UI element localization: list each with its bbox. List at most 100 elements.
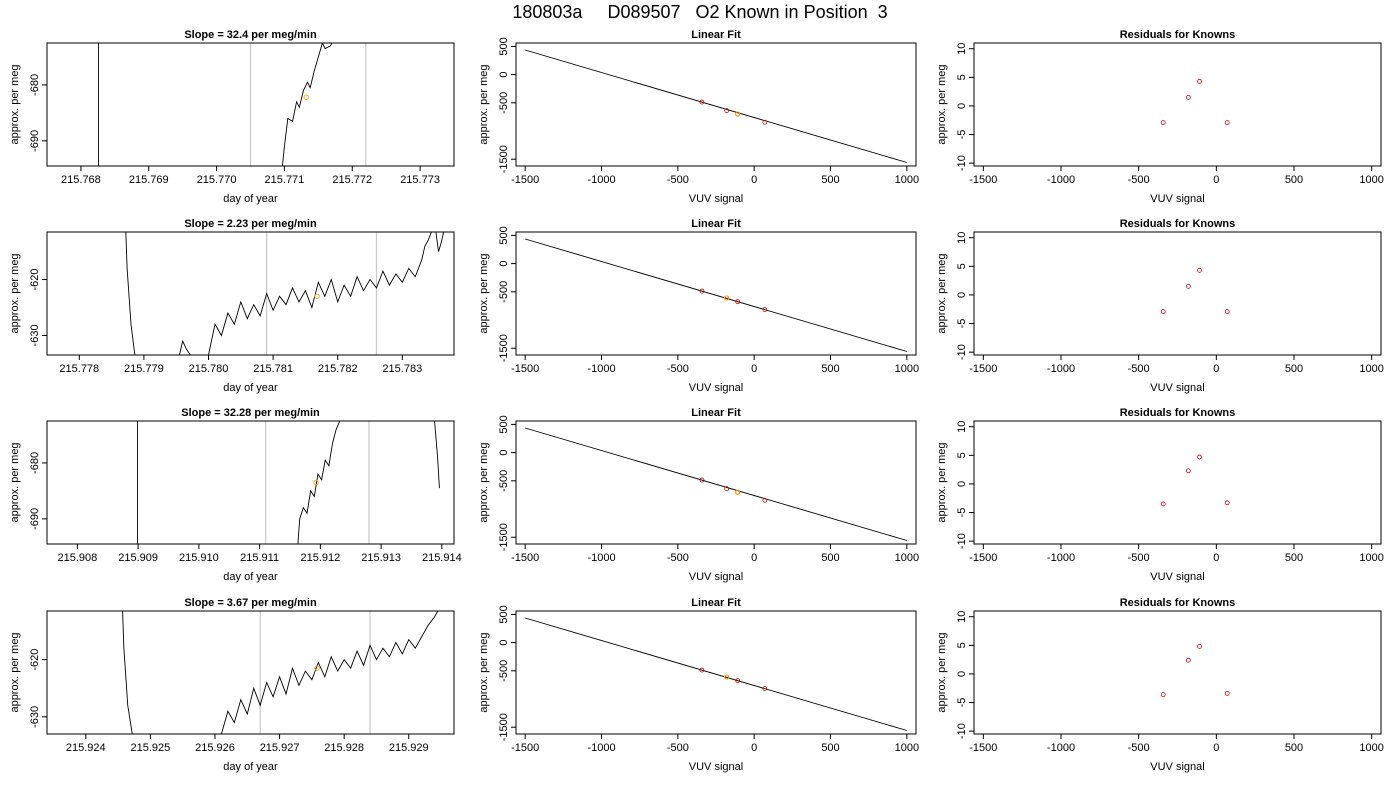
highlight-point [314, 293, 320, 299]
plot-area [525, 427, 907, 541]
x-tick-label: -500 [1128, 174, 1150, 186]
x-tick-label: 500 [1285, 363, 1303, 375]
x-tick-label: -1500 [969, 552, 997, 564]
trace-line [208, 232, 432, 355]
x-axis-label: day of year [223, 193, 278, 205]
fit-line [525, 49, 907, 163]
x-tick-label: 215.912 [300, 552, 340, 564]
highlight-point [303, 94, 309, 100]
plot-area [1160, 78, 1230, 125]
y-tick-label: 10 [956, 232, 968, 244]
y-tick-label: -500 [498, 660, 510, 682]
x-tick-label: 215.772 [332, 174, 372, 186]
trace-line [297, 421, 341, 544]
x-tick-label: 215.782 [318, 363, 358, 375]
y-tick-label: 5 [956, 74, 968, 80]
known-point [1197, 644, 1202, 649]
x-tick-label: -1500 [511, 552, 539, 564]
x-tick-label: 215.926 [195, 742, 235, 754]
chart-panel: Slope = 32.4 per meg/min 215.768 215.769 21… [9, 29, 455, 205]
y-axis-label: approx. per meg [936, 253, 948, 333]
known-point [1160, 120, 1166, 125]
x-tick-label: 0 [751, 552, 757, 564]
highlight-point [735, 489, 741, 496]
trace-line [179, 339, 191, 355]
y-axis-label: approx. per meg [9, 253, 21, 333]
plot-frame [46, 610, 455, 735]
x-tick-label: 500 [821, 174, 839, 186]
x-tick-label: -1500 [511, 742, 539, 754]
x-tick-label: -500 [667, 174, 689, 186]
x-tick-label: 215.769 [129, 174, 169, 186]
panel-title: Residuals for Knowns [1120, 218, 1236, 230]
x-tick-label: 215.928 [324, 742, 364, 754]
trace-line [434, 421, 440, 489]
known-point [724, 486, 730, 492]
known-point [1160, 692, 1166, 697]
y-tick-label: -1500 [498, 145, 510, 173]
chart-panel: Residuals for Knowns -1500 -1000 -500 0 500 10… [936, 29, 1384, 205]
y-tick-label: 5 [956, 263, 968, 269]
y-axis-label: approx. per meg [478, 64, 490, 144]
x-tick-label: 1000 [895, 742, 919, 754]
x-tick-label: 1000 [1359, 363, 1383, 375]
y-tick-label: -620 [29, 269, 41, 291]
fit-line [525, 617, 907, 731]
highlight-point [724, 674, 730, 680]
known-point [1224, 120, 1230, 125]
x-tick-label: 215.779 [124, 363, 164, 375]
chart-panel: Residuals for Knowns -1500 -1000 -500 0 500 10… [936, 218, 1384, 394]
trace-line [281, 43, 333, 166]
y-tick-label: -5 [956, 698, 968, 708]
x-tick-label: 215.780 [189, 363, 229, 375]
known-point [762, 119, 768, 125]
plot-area [137, 421, 440, 544]
x-tick-label: -1000 [1047, 363, 1075, 375]
known-point [762, 497, 768, 503]
chart-panel: Slope = 32.28 per meg/min 215.908 215.909 2… [9, 407, 462, 583]
x-tick-label: 1000 [895, 552, 919, 564]
x-tick-label: 215.929 [389, 742, 429, 754]
plot-frame [973, 610, 1382, 735]
y-tick-label: -10 [956, 533, 968, 549]
y-tick-label: 0 [956, 481, 968, 487]
panel-title: Residuals for Knowns [1120, 29, 1236, 41]
x-tick-label: -1000 [587, 363, 615, 375]
known-point [1197, 454, 1202, 460]
x-tick-label: 1000 [1359, 552, 1383, 564]
x-tick-label: -500 [667, 552, 689, 564]
x-tick-label: -1000 [1047, 552, 1075, 564]
x-tick-label: 500 [821, 552, 839, 564]
x-tick-label: 215.913 [361, 552, 401, 564]
x-tick-label: 215.909 [118, 552, 158, 564]
known-point [735, 678, 741, 684]
highlight-point [314, 665, 320, 671]
x-axis-label: VUV signal [1150, 571, 1204, 583]
y-tick-label: 0 [956, 292, 968, 298]
chart-panel: Linear Fit -1500 -1000 -500 0 500 1000 -1500 -50… [478, 407, 919, 583]
y-tick-label: -680 [29, 74, 41, 96]
fit-line [525, 427, 907, 541]
x-tick-label: -1000 [587, 552, 615, 564]
known-point [1224, 309, 1230, 314]
y-tick-label: 0 [498, 640, 510, 646]
y-tick-label: 10 [956, 43, 968, 55]
y-tick-label: -10 [956, 344, 968, 360]
x-tick-label: 215.770 [197, 174, 237, 186]
x-tick-label: -1000 [1047, 174, 1075, 186]
x-tick-label: 0 [1213, 552, 1219, 564]
plot-frame [46, 231, 455, 356]
x-tick-label: 500 [821, 742, 839, 754]
known-point [699, 667, 705, 673]
panel-title: Linear Fit [691, 597, 741, 609]
y-tick-label: -5 [956, 319, 968, 329]
y-axis-label: approx. per meg [9, 442, 21, 522]
y-tick-label: 0 [498, 261, 510, 267]
x-axis-label: VUV signal [689, 571, 743, 583]
panel-title: Slope = 32.4 per meg/min [184, 29, 317, 41]
plot-frame [46, 420, 455, 545]
x-tick-label: 215.910 [179, 552, 219, 564]
x-tick-label: 0 [751, 742, 757, 754]
chart-panel: Linear Fit -1500 -1000 -500 0 500 1000 -1500 -50… [478, 597, 919, 773]
